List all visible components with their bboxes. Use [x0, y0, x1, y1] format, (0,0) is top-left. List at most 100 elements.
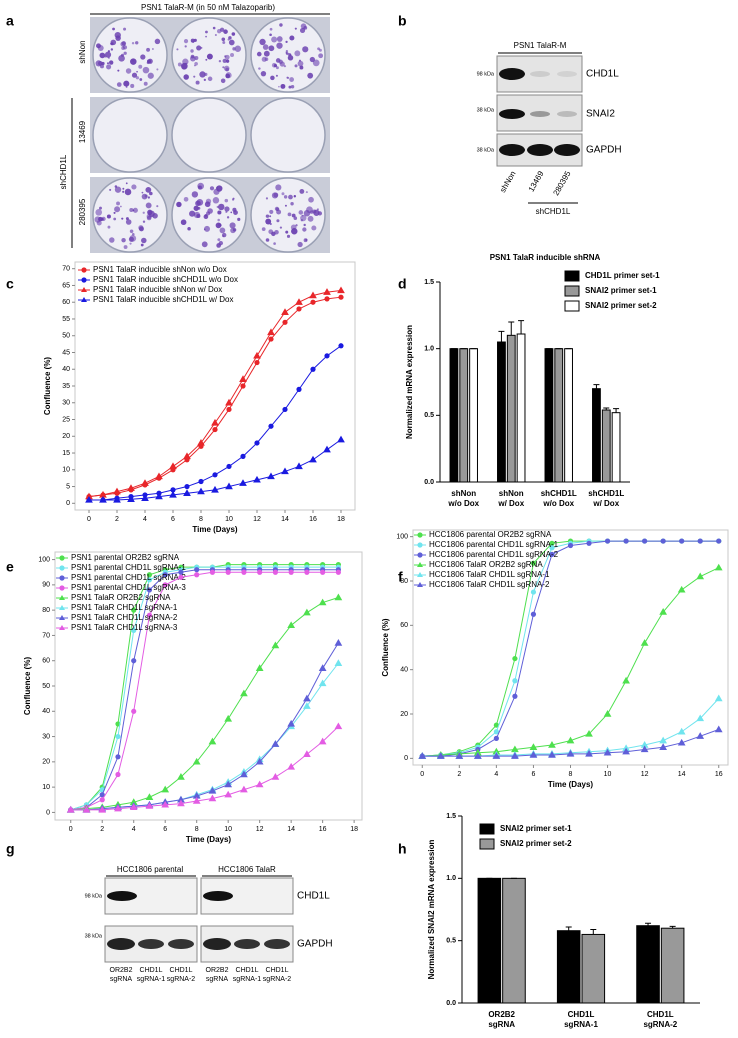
y-tick-label: 10	[42, 784, 50, 791]
x-tick-label: 10	[604, 771, 612, 778]
colony	[262, 44, 269, 50]
x-tick-label: 6	[531, 771, 535, 778]
colony	[180, 219, 187, 226]
colony	[290, 85, 295, 89]
point	[659, 608, 668, 615]
point	[566, 749, 575, 757]
colony	[152, 48, 154, 50]
colony	[289, 53, 292, 56]
band	[530, 111, 550, 117]
point	[155, 492, 163, 500]
point	[141, 479, 149, 486]
point	[131, 708, 137, 714]
legend-label: PSN1 TalaR CHD1L sgRNA-1	[71, 603, 178, 612]
y-tick-label: 60	[62, 299, 70, 306]
colony	[138, 225, 144, 231]
colony	[317, 208, 319, 210]
colony	[131, 232, 135, 236]
y-tick-label: 40	[42, 708, 50, 715]
protein-label: GAPDH	[586, 145, 622, 156]
series-line	[70, 569, 339, 811]
x-tick-label: w/o Dox	[447, 499, 479, 508]
point	[288, 569, 294, 575]
colony	[281, 192, 285, 196]
colony	[275, 58, 281, 63]
x-tick-label: 16	[319, 826, 327, 833]
colony	[284, 204, 287, 207]
colony	[311, 225, 317, 231]
colony	[135, 41, 139, 45]
point	[254, 359, 260, 366]
colony	[290, 202, 294, 206]
x-tick-label: 4	[132, 826, 136, 833]
error-bar	[613, 408, 620, 413]
colony	[269, 27, 273, 31]
colony	[142, 211, 145, 214]
legend-label: SNAI2 primer set-2	[500, 839, 572, 848]
point	[113, 487, 121, 495]
colony	[231, 32, 236, 36]
legend-label: PSN1 parental CHD1L sgRNA-3	[71, 583, 186, 592]
band	[203, 938, 231, 950]
x-tick-label: 14	[281, 516, 289, 523]
y-tick-label: 1.0	[446, 875, 456, 882]
point	[240, 383, 246, 389]
x-tick-label: 2	[457, 771, 461, 778]
colony	[276, 219, 280, 223]
point	[257, 569, 263, 575]
colony	[205, 30, 208, 34]
point	[208, 737, 217, 745]
legend-label: SNAI2 primer set-1	[585, 286, 657, 295]
legend-label: SNAI2 primer set-1	[500, 824, 572, 833]
point	[640, 745, 649, 753]
band	[499, 68, 525, 80]
colony	[142, 66, 150, 74]
point	[162, 582, 168, 588]
colony	[141, 191, 144, 194]
point	[696, 572, 705, 580]
bar	[449, 348, 459, 483]
lane-label: CHD1L	[170, 967, 193, 974]
colony	[223, 65, 230, 72]
blot-title: PSN1 TalaR-M	[514, 41, 567, 50]
x-tick-label: shCHD1L	[588, 489, 624, 498]
colony	[147, 72, 154, 79]
colony	[123, 51, 127, 55]
colony	[216, 243, 221, 248]
legend-label: HCC1806 TalaR CHD1L sgRNA-2	[429, 580, 550, 589]
colony	[263, 50, 270, 57]
point	[208, 786, 217, 794]
bar	[502, 877, 526, 1004]
colony	[317, 211, 323, 216]
colony	[117, 69, 120, 72]
point	[99, 495, 107, 503]
colony	[195, 80, 200, 85]
colony	[190, 38, 195, 43]
colony	[189, 210, 196, 217]
colony	[261, 227, 266, 232]
y-tick-label: 65	[62, 282, 70, 289]
colony	[115, 35, 121, 41]
point	[622, 747, 630, 755]
x-tick-label: 12	[256, 826, 264, 833]
point	[335, 569, 341, 575]
colony	[294, 64, 298, 68]
colony	[306, 206, 313, 214]
point	[212, 426, 218, 433]
colony	[259, 38, 266, 46]
colony	[222, 41, 226, 44]
point	[192, 797, 201, 804]
legend-label: HCC1806 TalaR CHD1L sgRNA-1	[429, 570, 550, 579]
point	[240, 770, 248, 778]
band	[554, 144, 580, 156]
y-tick-label: 0	[46, 809, 50, 816]
colony	[214, 33, 217, 36]
point	[324, 296, 330, 302]
series-line	[70, 571, 339, 811]
point	[225, 398, 233, 406]
colony	[216, 205, 219, 209]
colony	[130, 83, 135, 88]
legend-label: HCC1806 parental CHD1L sgRNA-1	[429, 540, 559, 549]
y-axis-label: Normalized SNAI2 mRNA expression	[427, 840, 436, 980]
colony	[114, 206, 121, 213]
